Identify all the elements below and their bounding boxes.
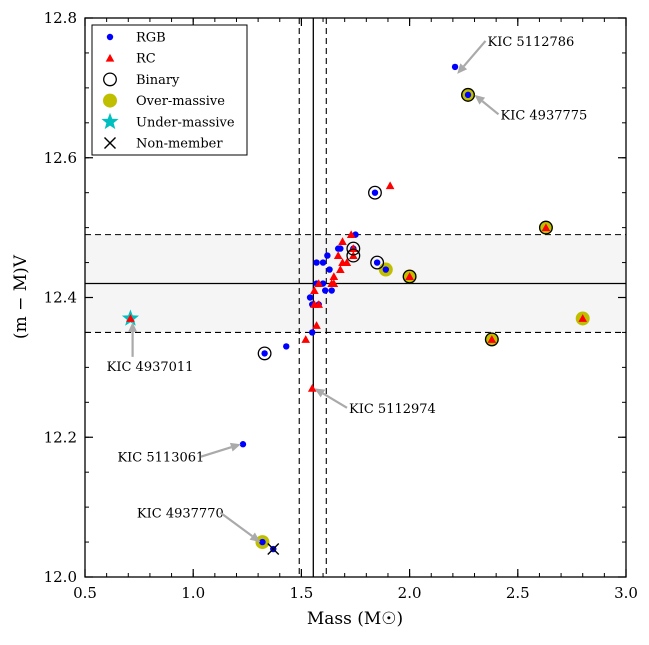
x-tick-label-5: 3.0 <box>614 584 638 602</box>
y-tick-label-1: 12.2 <box>44 428 77 446</box>
legend: RGB RC Binary Over-massive Under-massive Non-… <box>91 24 248 156</box>
rc-point-1 <box>541 223 551 232</box>
x-tick-label-2: 1.5 <box>289 584 313 602</box>
legend-marker-rc <box>105 53 115 62</box>
rgb-point-11 <box>373 259 381 266</box>
rc-point-16 <box>310 300 319 308</box>
legend-label-nonmember: Non-member <box>136 137 223 152</box>
legend-marker-binary <box>103 72 117 87</box>
rgb-point-6 <box>337 245 344 252</box>
rc-point-17 <box>312 321 321 329</box>
binary-point-8 <box>257 346 272 361</box>
non-member-point-0 <box>267 543 280 556</box>
rc-point-12 <box>329 279 339 287</box>
non-member-point-0-stroke-b <box>267 543 280 556</box>
legend-box <box>91 24 248 156</box>
rgb-point-2 <box>371 189 379 196</box>
binary-point-5 <box>370 255 385 270</box>
rc-point-8 <box>342 258 352 267</box>
rgb-point-12 <box>382 266 389 273</box>
annotation-label-5: KIC 4937770 <box>137 507 224 522</box>
rgb-point-9 <box>319 259 327 266</box>
y-axis-label: (m − M)V <box>11 254 31 339</box>
x-tick-label-0: 0.5 <box>73 584 97 602</box>
rgb-point-18 <box>306 294 314 301</box>
rgb-point-20 <box>309 329 316 336</box>
rc-point-0 <box>385 181 395 190</box>
annotation-label-4: KIC 5113061 <box>117 451 204 466</box>
legend-label-rgb: RGB <box>136 31 166 46</box>
rc-point-14 <box>310 286 319 294</box>
rc-point-6 <box>333 251 343 260</box>
rgb-point-10 <box>326 266 333 273</box>
rgb-point-22 <box>261 350 268 357</box>
annotation-arrowhead-0 <box>457 63 468 74</box>
rc-point-10 <box>329 272 339 280</box>
legend-marker-over <box>103 93 117 108</box>
y-tick-label-3: 12.6 <box>44 149 77 167</box>
rc-point-23 <box>126 314 135 322</box>
annotation-arrow-0 <box>462 40 487 68</box>
annotation-arrowhead-4 <box>229 442 241 452</box>
rgb-point-0 <box>451 63 459 71</box>
rgb-point-23 <box>239 441 247 448</box>
rgb-point-16 <box>322 287 329 294</box>
rgb-point-24 <box>259 538 266 546</box>
annotation-arrow-3 <box>322 392 348 409</box>
annotation-arrow-1 <box>481 100 500 116</box>
annotation-label-1: KIC 4937775 <box>500 108 587 123</box>
x-tick-label-3: 2.0 <box>398 584 422 602</box>
binary-point-4 <box>346 248 361 263</box>
rc-point-22 <box>578 314 588 322</box>
rc-point-19 <box>307 384 317 392</box>
annotation-arrow-4 <box>200 446 232 458</box>
legend-marker-nonmember <box>104 137 116 149</box>
rgb-point-7 <box>324 252 331 259</box>
legend-label-rc: RC <box>136 52 156 67</box>
annotation-label-3: KIC 5112974 <box>349 402 436 417</box>
binary-point-6 <box>402 269 417 284</box>
rc-point-18 <box>301 335 311 343</box>
binary-point-3 <box>346 241 361 256</box>
binary-point-0 <box>461 87 475 102</box>
x-axis-label: Mass (M☉) <box>307 609 403 629</box>
y-tick-label-4: 12.8 <box>44 9 77 27</box>
y-tick-label-2: 12.4 <box>44 289 77 307</box>
rgb-point-17 <box>328 287 335 294</box>
binary-point-1 <box>368 185 382 200</box>
rgb-point-21 <box>283 343 290 350</box>
rgb-point-8 <box>313 259 320 266</box>
binary-point-2 <box>538 220 553 235</box>
annotation-arrowhead-5 <box>249 532 261 543</box>
annotation-label-2: KIC 4937011 <box>107 360 194 375</box>
annotation-arrowhead-2 <box>128 321 138 332</box>
annotation-arrow-5 <box>219 511 253 538</box>
binary-point-7 <box>484 332 499 347</box>
legend-label-under: Under-massive <box>136 115 235 130</box>
annotation-arrowhead-1 <box>474 94 486 105</box>
rc-point-3 <box>338 237 347 246</box>
rc-point-2 <box>346 230 356 239</box>
rc-point-20 <box>405 272 414 280</box>
x-tick-label-1: 1.0 <box>181 584 205 602</box>
rc-point-21 <box>487 335 497 343</box>
y-tick-label-0: 12.0 <box>44 568 77 586</box>
annotation-label-0: KIC 5112786 <box>488 35 575 50</box>
rgb-point-1 <box>464 91 472 99</box>
legend-label-over: Over-massive <box>136 94 225 109</box>
legend-marker-rgb <box>106 33 114 41</box>
rc-point-13 <box>314 279 324 287</box>
x-tick-label-4: 2.5 <box>506 584 530 602</box>
rc-point-9 <box>336 265 345 273</box>
legend-label-binary: Binary <box>136 73 180 88</box>
legend-marker-nonmember-stroke-b <box>104 137 116 149</box>
annotation-arrowhead-3 <box>314 388 326 398</box>
legend-marker-under <box>101 112 119 130</box>
